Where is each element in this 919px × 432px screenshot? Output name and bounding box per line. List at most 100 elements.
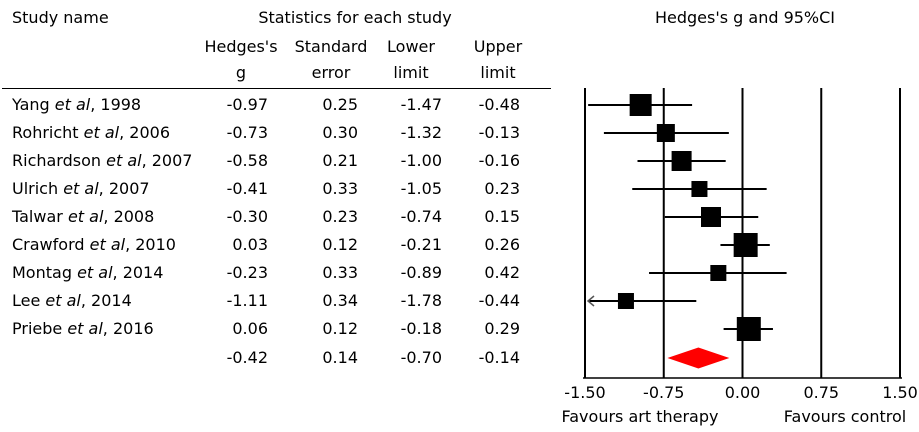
upper-value: -0.44 [478, 291, 520, 310]
ci-arrow [586, 295, 595, 307]
se-value: 0.23 [322, 207, 358, 226]
plot-title: Hedges's g and 95%CI [654, 8, 836, 27]
col-lower-header: Lower [387, 37, 435, 56]
study-author: Crawford [12, 235, 90, 254]
study-etal: et al [77, 263, 113, 282]
study-label: Lee et al, 2014 [12, 291, 132, 311]
study-author: Rohricht [12, 123, 84, 142]
study-author: Montag [12, 263, 78, 282]
header-rule [2, 88, 551, 89]
x-tick-label: 0.00 [725, 383, 761, 402]
study-etal: et al [106, 151, 142, 170]
study-label: Ulrich et al, 2007 [12, 179, 150, 199]
study-author: Priebe [12, 319, 68, 338]
col-g-header: Hedges's [204, 37, 278, 56]
summary-g-value: -0.42 [226, 348, 268, 367]
g-value: -0.23 [226, 263, 268, 282]
study-label: Richardson et al, 2007 [12, 151, 192, 171]
effect-marker [671, 151, 692, 171]
se-value: 0.34 [322, 291, 358, 310]
lower-value: -0.21 [400, 235, 442, 254]
g-value: -0.97 [226, 95, 268, 114]
upper-value: -0.48 [478, 95, 520, 114]
upper-value: 0.15 [484, 207, 520, 226]
lower-value: -0.89 [400, 263, 442, 282]
lower-value: -1.05 [400, 179, 442, 198]
summary-lower-value: -0.70 [400, 348, 442, 367]
upper-value: 0.23 [484, 179, 520, 198]
lower-value: -1.32 [400, 123, 442, 142]
study-year: , 2006 [119, 123, 170, 142]
se-value: 0.12 [322, 319, 358, 338]
study-year: , 2014 [80, 291, 132, 310]
col-upper-header: Upper [473, 37, 523, 56]
col-upper-header-2: limit [480, 63, 516, 82]
study-year: , 1998 [90, 95, 142, 114]
study-year: , 2007 [98, 179, 150, 198]
x-tick-label: 1.50 [882, 383, 918, 402]
lower-value: -1.47 [400, 95, 442, 114]
study-label: Crawford et al, 2010 [12, 235, 176, 255]
study-etal: et al [67, 207, 104, 226]
upper-value: -0.16 [478, 151, 520, 170]
lower-value: -1.00 [400, 151, 442, 170]
x-tick-label: -1.50 [564, 383, 605, 402]
x-tick-label: -0.75 [643, 383, 684, 402]
study-author: Ulrich [12, 179, 64, 198]
favours-left-label: Favours art therapy [561, 407, 719, 426]
study-etal: et al [54, 95, 91, 114]
study-etal: et al [89, 235, 126, 254]
se-value: 0.30 [322, 123, 358, 142]
upper-value: 0.26 [484, 235, 520, 254]
summary-se-value: 0.14 [322, 348, 358, 367]
effect-marker [656, 124, 675, 142]
se-value: 0.33 [322, 263, 358, 282]
study-year: , 2007 [141, 151, 193, 170]
effect-marker [736, 317, 761, 341]
g-value: -0.58 [226, 151, 268, 170]
x-tick-label: 0.75 [803, 383, 839, 402]
col-lower-header-2: limit [393, 63, 429, 82]
study-author: Richardson [12, 151, 107, 170]
study-etal: et al [63, 179, 99, 198]
study-label: Yang et al, 1998 [12, 95, 141, 115]
study-name-header: Study name [12, 8, 109, 27]
study-author: Yang [12, 95, 55, 114]
study-year: , 2010 [125, 235, 176, 254]
g-value: -1.11 [226, 291, 268, 310]
study-label: Montag et al, 2014 [12, 263, 163, 283]
study-label: Rohricht et al, 2006 [12, 123, 170, 143]
study-author: Talwar [12, 207, 68, 226]
study-etal: et al [67, 319, 103, 338]
upper-value: 0.29 [484, 319, 520, 338]
study-year: , 2016 [102, 319, 154, 338]
col-se-header: Standard [294, 37, 368, 56]
summary-diamond [667, 347, 730, 369]
effect-marker [701, 207, 721, 227]
col-g-header-2: g [235, 63, 247, 82]
se-value: 0.25 [322, 95, 358, 114]
study-label: Talwar et al, 2008 [12, 207, 154, 227]
effect-marker [710, 265, 727, 281]
lower-value: -1.78 [400, 291, 442, 310]
study-year: , 2008 [103, 207, 155, 226]
favours-right-label: Favours control [783, 407, 907, 426]
g-value: -0.30 [226, 207, 268, 226]
effect-marker [691, 181, 708, 197]
study-author: Lee [12, 291, 46, 310]
g-value: -0.41 [226, 179, 268, 198]
upper-value: 0.42 [484, 263, 520, 282]
lower-value: -0.74 [400, 207, 442, 226]
effect-marker [629, 94, 652, 116]
upper-value: -0.13 [478, 123, 520, 142]
effect-marker [733, 233, 758, 257]
g-value: -0.73 [226, 123, 268, 142]
study-etal: et al [45, 291, 81, 310]
statistics-header: Statistics for each study [258, 8, 452, 27]
study-year: , 2014 [112, 263, 164, 282]
se-value: 0.12 [322, 235, 358, 254]
summary-upper-value: -0.14 [478, 348, 520, 367]
g-value: 0.06 [232, 319, 268, 338]
study-etal: et al [83, 123, 120, 142]
